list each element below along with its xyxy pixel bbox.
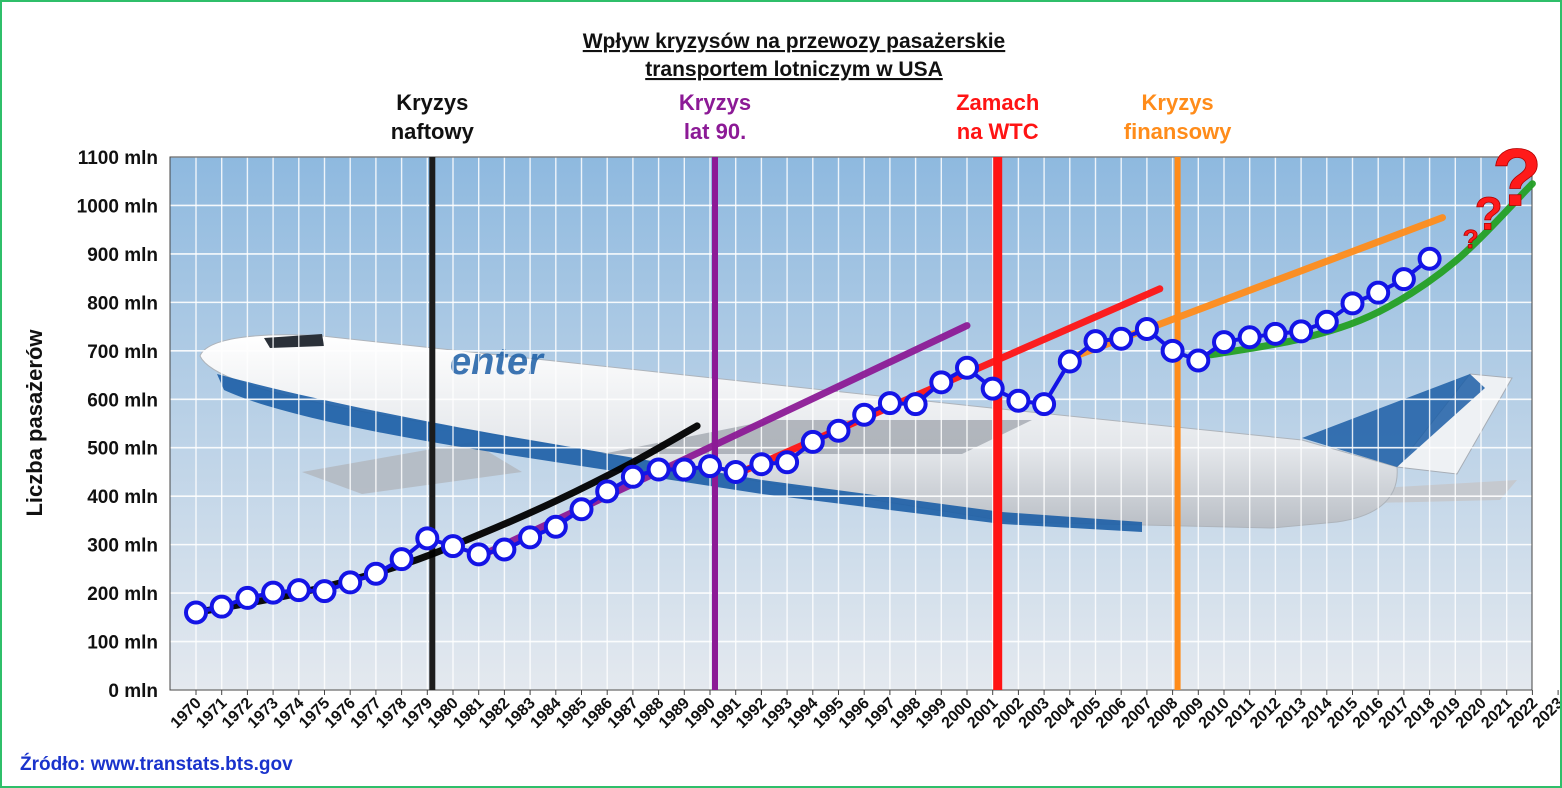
chart-title: Wpływ kryzysów na przewozy pasażerskie tr… [583, 30, 1006, 81]
data-point [877, 391, 902, 416]
y-tick-label: 200 mln [87, 584, 158, 605]
data-point [1134, 317, 1159, 342]
data-point [1186, 348, 1211, 373]
crisis-label: lat 90. [684, 119, 746, 144]
data-point [929, 370, 954, 395]
data-point [1083, 329, 1108, 354]
data-point [1006, 388, 1031, 413]
crisis-label: Kryzys [1142, 90, 1214, 115]
source-note: Źródło: www.transtats.bts.gov [20, 754, 293, 775]
data-point [261, 580, 286, 605]
data-point [646, 457, 671, 482]
data-series [184, 246, 1442, 625]
y-tick-label: 400 mln [87, 487, 158, 508]
data-point [698, 454, 722, 479]
data-point [389, 547, 414, 572]
crisis-label: finansowy [1124, 119, 1232, 144]
data-point [800, 429, 825, 454]
crisis-label: Kryzys [679, 90, 751, 115]
data-point [1289, 319, 1314, 344]
airplane-photo: enter [199, 334, 1517, 532]
data-point [363, 561, 388, 586]
crisis-label: Zamach [956, 90, 1039, 115]
data-point [1237, 325, 1262, 350]
y-tick-label: 1000 mln [77, 196, 158, 217]
data-point [1417, 246, 1442, 271]
data-point [852, 402, 877, 427]
data-point [338, 570, 363, 595]
data-point [415, 526, 440, 551]
chart-title-line: Wpływ kryzysów na przewozy pasażerskie [583, 30, 1006, 53]
y-tick-label: 600 mln [87, 390, 158, 411]
data-point [903, 392, 928, 417]
data-point [595, 479, 620, 504]
data-point [1391, 267, 1416, 292]
y-axis-label: Liczba pasażerów [22, 329, 47, 517]
data-point [620, 464, 645, 489]
data-point [466, 542, 491, 567]
data-point [672, 457, 697, 482]
y-tick-label: 800 mln [87, 293, 158, 314]
question-mark: ? [1475, 188, 1503, 240]
question-mark: ? [1492, 132, 1542, 223]
data-point [749, 452, 774, 477]
y-tick-label: 100 mln [87, 633, 158, 654]
chart-title-line: transportem lotniczym w USA [645, 58, 943, 81]
data-point [441, 534, 465, 559]
crisis-labels: Kryzys naftowy Kryzys lat 90. Zamach na WTC Kr… [391, 90, 1232, 144]
data-point [1263, 321, 1288, 346]
data-point [543, 514, 568, 539]
svg-text:enter: enter [450, 341, 545, 383]
data-point [955, 355, 979, 380]
data-point [1109, 326, 1134, 351]
data-point [312, 579, 337, 604]
data-point [209, 594, 234, 619]
data-point [1366, 280, 1391, 305]
crisis-lines [429, 157, 1181, 690]
data-point [492, 537, 517, 562]
data-point [286, 578, 311, 603]
data-point [1212, 330, 1236, 355]
data-point [1314, 309, 1339, 334]
data-point [980, 376, 1005, 401]
question-mark: ? [1463, 224, 1479, 254]
y-tick-label: 0 mln [108, 681, 158, 702]
plot-border [169, 156, 1533, 691]
data-point [775, 450, 800, 475]
data-point [826, 418, 851, 443]
y-tick-label: 1100 mln [78, 148, 158, 169]
data-point [1160, 338, 1185, 363]
data-point [1032, 392, 1057, 417]
data-point [235, 585, 260, 610]
y-tick-label: 700 mln [87, 342, 158, 363]
data-point [1057, 349, 1082, 374]
question-marks: ??? [1462, 132, 1542, 254]
y-tick-label: 500 mln [87, 439, 158, 460]
data-point [184, 600, 208, 625]
crisis-label: naftowy [391, 119, 475, 144]
data-point [569, 497, 594, 522]
data-point [723, 459, 748, 484]
data-point [1340, 291, 1365, 316]
crisis-label: na WTC [957, 119, 1039, 144]
crisis-label: Kryzys [396, 90, 468, 115]
data-point [518, 525, 543, 550]
y-tick-label: 300 mln [87, 536, 158, 557]
y-tick-label: 900 mln [87, 245, 158, 266]
